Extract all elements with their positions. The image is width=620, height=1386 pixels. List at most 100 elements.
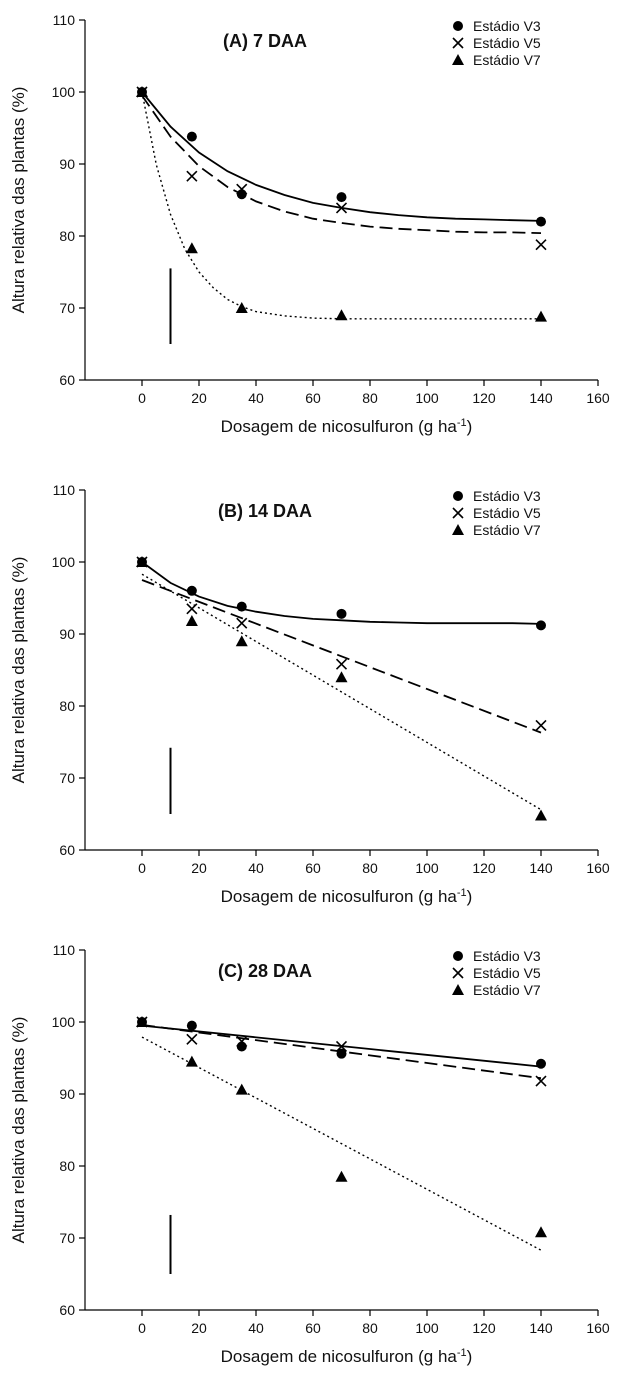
x-axis-label: Dosagem de nicosulfuron (g ha-1)	[221, 417, 473, 436]
y-tick-label: 110	[53, 942, 76, 958]
data-point	[186, 1020, 197, 1031]
y-tick-label: 100	[52, 84, 76, 100]
data-point	[236, 1035, 248, 1048]
y-tick-label: 100	[52, 554, 76, 570]
series	[136, 1016, 547, 1087]
y-tick-label: 90	[59, 156, 75, 172]
y-tick-label: 110	[53, 482, 76, 498]
x-tick-label: 60	[305, 1320, 321, 1336]
x-tick-label: 160	[586, 390, 610, 406]
data-point	[236, 183, 248, 195]
data-point	[136, 1016, 148, 1027]
legend-label: Estádio V3	[473, 948, 541, 964]
y-tick-label: 90	[59, 626, 75, 642]
legend-label: Estádio V3	[473, 488, 541, 504]
legend-label: Estádio V5	[473, 35, 541, 51]
y-tick-label: 80	[59, 228, 75, 244]
series	[137, 557, 546, 631]
data-point	[236, 1041, 247, 1052]
y-tick-label: 70	[59, 770, 75, 786]
x-tick-label: 80	[362, 390, 378, 406]
legend-label: Estádio V5	[473, 965, 541, 981]
legend-label: Estádio V5	[473, 505, 541, 521]
data-point	[235, 302, 248, 313]
series	[136, 556, 547, 821]
series	[137, 1017, 546, 1069]
data-point	[336, 608, 347, 619]
x-axis-label-superscript: -1	[457, 1347, 467, 1359]
data-point	[535, 239, 547, 251]
x-tick-label: 60	[305, 390, 321, 406]
data-point	[535, 719, 547, 732]
data-point	[335, 1040, 348, 1053]
data-point	[336, 192, 347, 203]
data-point	[136, 556, 148, 567]
chart-title: (B) 14 DAA	[218, 501, 312, 521]
legend-label: Estádio V7	[473, 982, 541, 998]
series	[136, 556, 547, 734]
x-axis-label-superscript: -1	[457, 417, 467, 429]
chart-title: (C) 28 DAA	[218, 961, 312, 981]
y-tick-label: 110	[53, 12, 76, 28]
x-tick-label: 0	[138, 860, 146, 876]
data-point	[236, 617, 248, 629]
x-tick-label: 40	[248, 1320, 264, 1336]
series	[136, 86, 547, 251]
y-tick-label: 80	[59, 1158, 75, 1174]
data-point	[185, 615, 198, 627]
series	[137, 87, 546, 227]
data-point	[236, 601, 247, 612]
x-tick-label: 160	[586, 860, 610, 876]
data-point	[335, 671, 348, 683]
data-point	[186, 585, 197, 596]
chart-panel: 60 70 80 90 100 110 0 20 40 60 80 100 120 140 160 Dosag…	[9, 12, 610, 436]
data-point	[535, 809, 547, 821]
data-point	[186, 131, 197, 142]
chart-panel: 60 70 80 90 100 110 0 20 40 60 80 100 120 140 160 Dosag…	[9, 482, 610, 906]
data-point	[453, 491, 463, 501]
data-point	[536, 216, 546, 227]
x-tick-label: 140	[529, 390, 553, 406]
y-tick-label: 60	[59, 1302, 75, 1318]
x-tick-label: 140	[529, 1320, 553, 1336]
x-tick-label: 80	[362, 1320, 378, 1336]
y-axis-label: Altura relativa das plantas (%)	[9, 557, 28, 784]
series-fit-line	[141, 573, 542, 811]
data-point	[453, 951, 463, 961]
data-point	[452, 54, 464, 65]
x-tick-label: 0	[138, 390, 146, 406]
data-point	[535, 1075, 547, 1087]
data-point	[452, 507, 464, 519]
x-axis-label-superscript: -1	[457, 887, 467, 899]
legend-label: Estádio V7	[473, 522, 541, 538]
y-axis-label: Altura relativa das plantas (%)	[9, 87, 28, 314]
x-axis-label-text: Dosagem de nicosulfuron (g ha	[221, 417, 458, 436]
x-tick-label: 160	[586, 1320, 610, 1336]
data-point	[535, 1226, 547, 1238]
series-fit-line	[141, 95, 542, 234]
x-tick-label: 20	[191, 390, 207, 406]
y-tick-label: 60	[59, 372, 75, 388]
x-tick-label: 20	[191, 860, 207, 876]
data-point	[335, 658, 348, 670]
data-point	[186, 170, 198, 182]
x-axis-label-end: )	[467, 417, 473, 436]
x-axis-label-text: Dosagem de nicosulfuron (g ha	[221, 887, 458, 906]
data-point	[452, 984, 464, 995]
data-point	[186, 1033, 198, 1045]
x-tick-label: 60	[305, 860, 321, 876]
data-point	[335, 1170, 348, 1182]
data-point	[335, 309, 348, 321]
data-point	[535, 310, 547, 322]
data-point	[453, 21, 463, 31]
x-axis-label-text: Dosagem de nicosulfuron (g ha	[221, 1347, 458, 1366]
x-axis-label: Dosagem de nicosulfuron (g ha-1)	[221, 887, 473, 906]
y-axis-label: Altura relativa das plantas (%)	[9, 1017, 28, 1244]
x-tick-label: 140	[529, 860, 553, 876]
y-tick-label: 80	[59, 698, 75, 714]
data-point	[335, 202, 348, 214]
